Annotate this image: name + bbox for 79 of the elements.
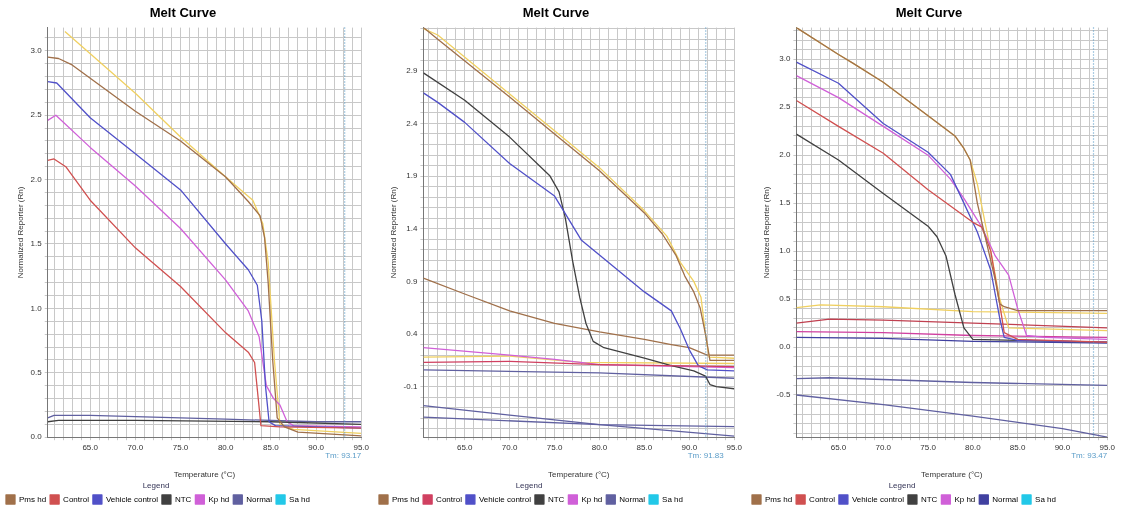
x-tick-label: 85.0: [636, 443, 653, 453]
legend-label: Sa hd: [289, 494, 310, 504]
y-tick-label: 1.4: [406, 223, 418, 233]
legend-label: NTC: [920, 494, 938, 504]
y-axis-title: Normalized Reporter (Rn): [389, 186, 398, 279]
legend-label: Control: [809, 494, 836, 504]
x-axis-title: Temperature (°C): [548, 469, 610, 479]
legend-label: Control: [63, 494, 90, 504]
x-tick-label: 90.0: [1054, 443, 1071, 453]
chart-title: Melt Curve: [522, 5, 590, 21]
y-tick-label: 2.0: [779, 150, 791, 160]
x-tick-label: 65.0: [82, 443, 99, 453]
x-tick-label: 95.0: [726, 443, 743, 453]
y-tick-label: 2.9: [406, 65, 418, 75]
x-tick-label: 75.0: [920, 443, 937, 453]
y-axis-title: Normalized Reporter (Rn): [16, 186, 25, 279]
y-tick-label: 1.5: [779, 198, 791, 208]
legend-label: Vehicle control: [851, 494, 905, 504]
legend-label: Kp hd: [208, 494, 230, 504]
x-tick-label: 80.0: [217, 443, 235, 453]
y-tick-label: 0.0: [779, 342, 791, 352]
legend-title: Legend: [515, 480, 543, 490]
x-tick-label: 95.0: [1099, 443, 1116, 453]
y-tick-label: 0.0: [30, 432, 43, 442]
y-tick-label: 3.0: [779, 54, 791, 64]
x-tick-label: 80.0: [965, 443, 982, 453]
x-tick-label: 90.0: [681, 443, 698, 453]
y-tick-label: 1.9: [406, 171, 418, 181]
legend-label: Control: [436, 494, 463, 504]
x-axis-title: Temperature (°C): [173, 469, 236, 479]
chart-title: Melt Curve: [895, 5, 963, 21]
y-tick-label: 0.5: [779, 294, 791, 304]
legend-label: Normal: [992, 494, 1019, 504]
legend-label: Normal: [246, 494, 273, 504]
y-tick-label: 2.5: [30, 110, 43, 120]
x-tick-label: 65.0: [456, 443, 474, 453]
ref-line-label: Tm: 93.47: [1071, 451, 1108, 461]
x-tick-label: 90.0: [308, 443, 325, 453]
x-tick-label: 75.0: [172, 443, 189, 453]
legend-label: Sa hd: [662, 494, 683, 504]
x-tick-label: 70.0: [875, 443, 892, 453]
legend-label: Vehicle control: [105, 494, 159, 504]
legend-label: Normal: [619, 494, 646, 504]
y-tick-label: 2.5: [779, 102, 791, 112]
legend-label: Pms hd: [19, 494, 47, 504]
y-tick-label: 3.0: [30, 45, 43, 55]
legend-title: Legend: [888, 480, 916, 490]
y-tick-label: 1.0: [30, 303, 43, 313]
y-tick-label: 1.5: [30, 239, 43, 249]
legend-label: Vehicle control: [478, 494, 532, 504]
x-tick-label: 85.0: [263, 443, 280, 453]
x-tick-label: 75.0: [546, 443, 563, 453]
x-axis-title: Temperature (°C): [921, 469, 983, 479]
ref-line-label: Tm: 93.17: [325, 451, 362, 461]
y-axis-title: Normalized Reporter (Rn): [762, 186, 771, 279]
legend-label: Kp hd: [954, 494, 976, 504]
x-tick-label: 65.0: [830, 443, 847, 453]
legend-title: Legend: [142, 480, 170, 490]
y-tick-label: 0.9: [406, 276, 418, 286]
chart-title: Melt Curve: [149, 5, 217, 21]
legend-label: NTC: [547, 494, 565, 504]
legend-label: NTC: [174, 494, 192, 504]
legend-label: Pms hd: [392, 494, 420, 504]
y-tick-label: 0.4: [406, 329, 418, 339]
legend-label: Sa hd: [1035, 494, 1056, 504]
x-tick-label: 70.0: [127, 443, 144, 453]
ref-line-label: Tm: 91.83: [687, 451, 725, 461]
x-tick-label: 80.0: [591, 443, 608, 453]
y-tick-label: 0.5: [30, 368, 43, 377]
y-tick-label: 1.0: [779, 246, 791, 256]
y-tick-label: -0.5: [776, 390, 791, 400]
y-tick-label: 2.4: [406, 118, 418, 128]
y-tick-label: -0.1: [403, 381, 418, 391]
x-tick-label: 85.0: [1009, 443, 1026, 453]
legend-label: Kp hd: [581, 494, 603, 504]
legend-label: Pms hd: [765, 494, 793, 504]
y-tick-label: 2.0: [30, 174, 43, 184]
x-tick-label: 70.0: [501, 443, 518, 453]
x-tick-label: 95.0: [353, 443, 370, 453]
